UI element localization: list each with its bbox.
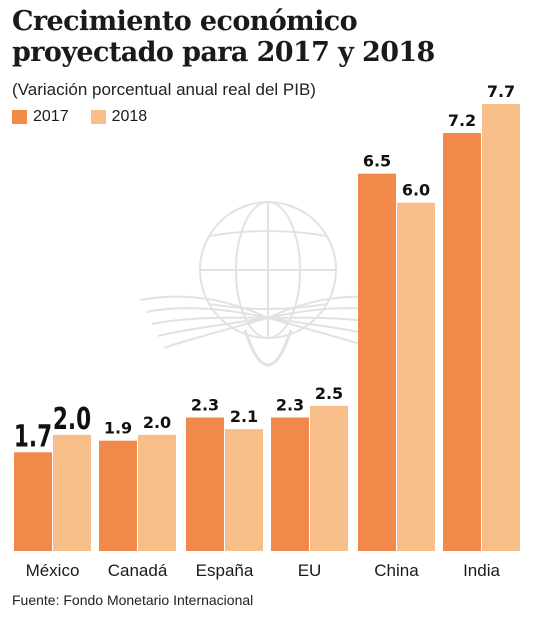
legend-label-2018: 2018: [111, 108, 148, 125]
data-label-2017-3: 2.3: [276, 395, 304, 414]
bar-2017-3: [271, 417, 309, 551]
data-label-2018-4: 6.0: [402, 181, 430, 200]
data-label-2018-1: 2.0: [143, 413, 171, 432]
bar-2018-3: [310, 405, 348, 551]
data-label-2018-3: 2.5: [315, 384, 343, 403]
data-label-2017-1: 1.9: [104, 419, 132, 438]
category-label-2: España: [196, 561, 254, 580]
bar-2017-2: [186, 417, 224, 551]
legend-label-2017: 2017: [33, 108, 69, 125]
legend-swatch-2017: [12, 110, 27, 124]
bar-2017-0: [14, 452, 52, 551]
bar-2017-5: [443, 133, 481, 551]
data-label-2018-2: 2.1: [230, 407, 258, 426]
data-label-2017-5: 7.2: [448, 111, 476, 130]
bar-2018-1: [138, 434, 176, 551]
source-note: Fuente: Fondo Monetario Internacional: [12, 592, 254, 608]
legend: 2017 2018: [12, 106, 169, 128]
category-label-5: India: [463, 561, 500, 580]
chart-title: Crecimiento económico proyectado para 20…: [12, 6, 435, 68]
bar-2017-1: [99, 440, 137, 551]
legend-swatch-2018: [90, 110, 106, 124]
category-label-1: Canadá: [108, 561, 168, 580]
bar-2018-0: [53, 434, 91, 551]
category-label-4: China: [374, 561, 419, 580]
data-label-2018-0: 2.0: [53, 402, 91, 436]
chart-subtitle: (Variación porcentual anual real del PIB…: [12, 80, 316, 99]
bar-2018-5: [482, 104, 520, 551]
category-label-3: EU: [298, 561, 322, 580]
bar-2018-2: [225, 429, 263, 551]
bar-2018-4: [397, 202, 435, 552]
data-label-2017-0: 1.7: [14, 420, 52, 454]
category-label-0: México: [26, 561, 80, 580]
legend-item-2018: 2018: [90, 108, 148, 126]
data-label-2017-4: 6.5: [363, 152, 391, 171]
legend-item-2017: 2017: [12, 108, 69, 126]
eagle-globe-seal-icon: [139, 201, 397, 367]
data-label-2017-2: 2.3: [191, 395, 219, 414]
bar-2017-4: [358, 173, 396, 551]
data-label-2018-5: 7.7: [487, 82, 515, 101]
